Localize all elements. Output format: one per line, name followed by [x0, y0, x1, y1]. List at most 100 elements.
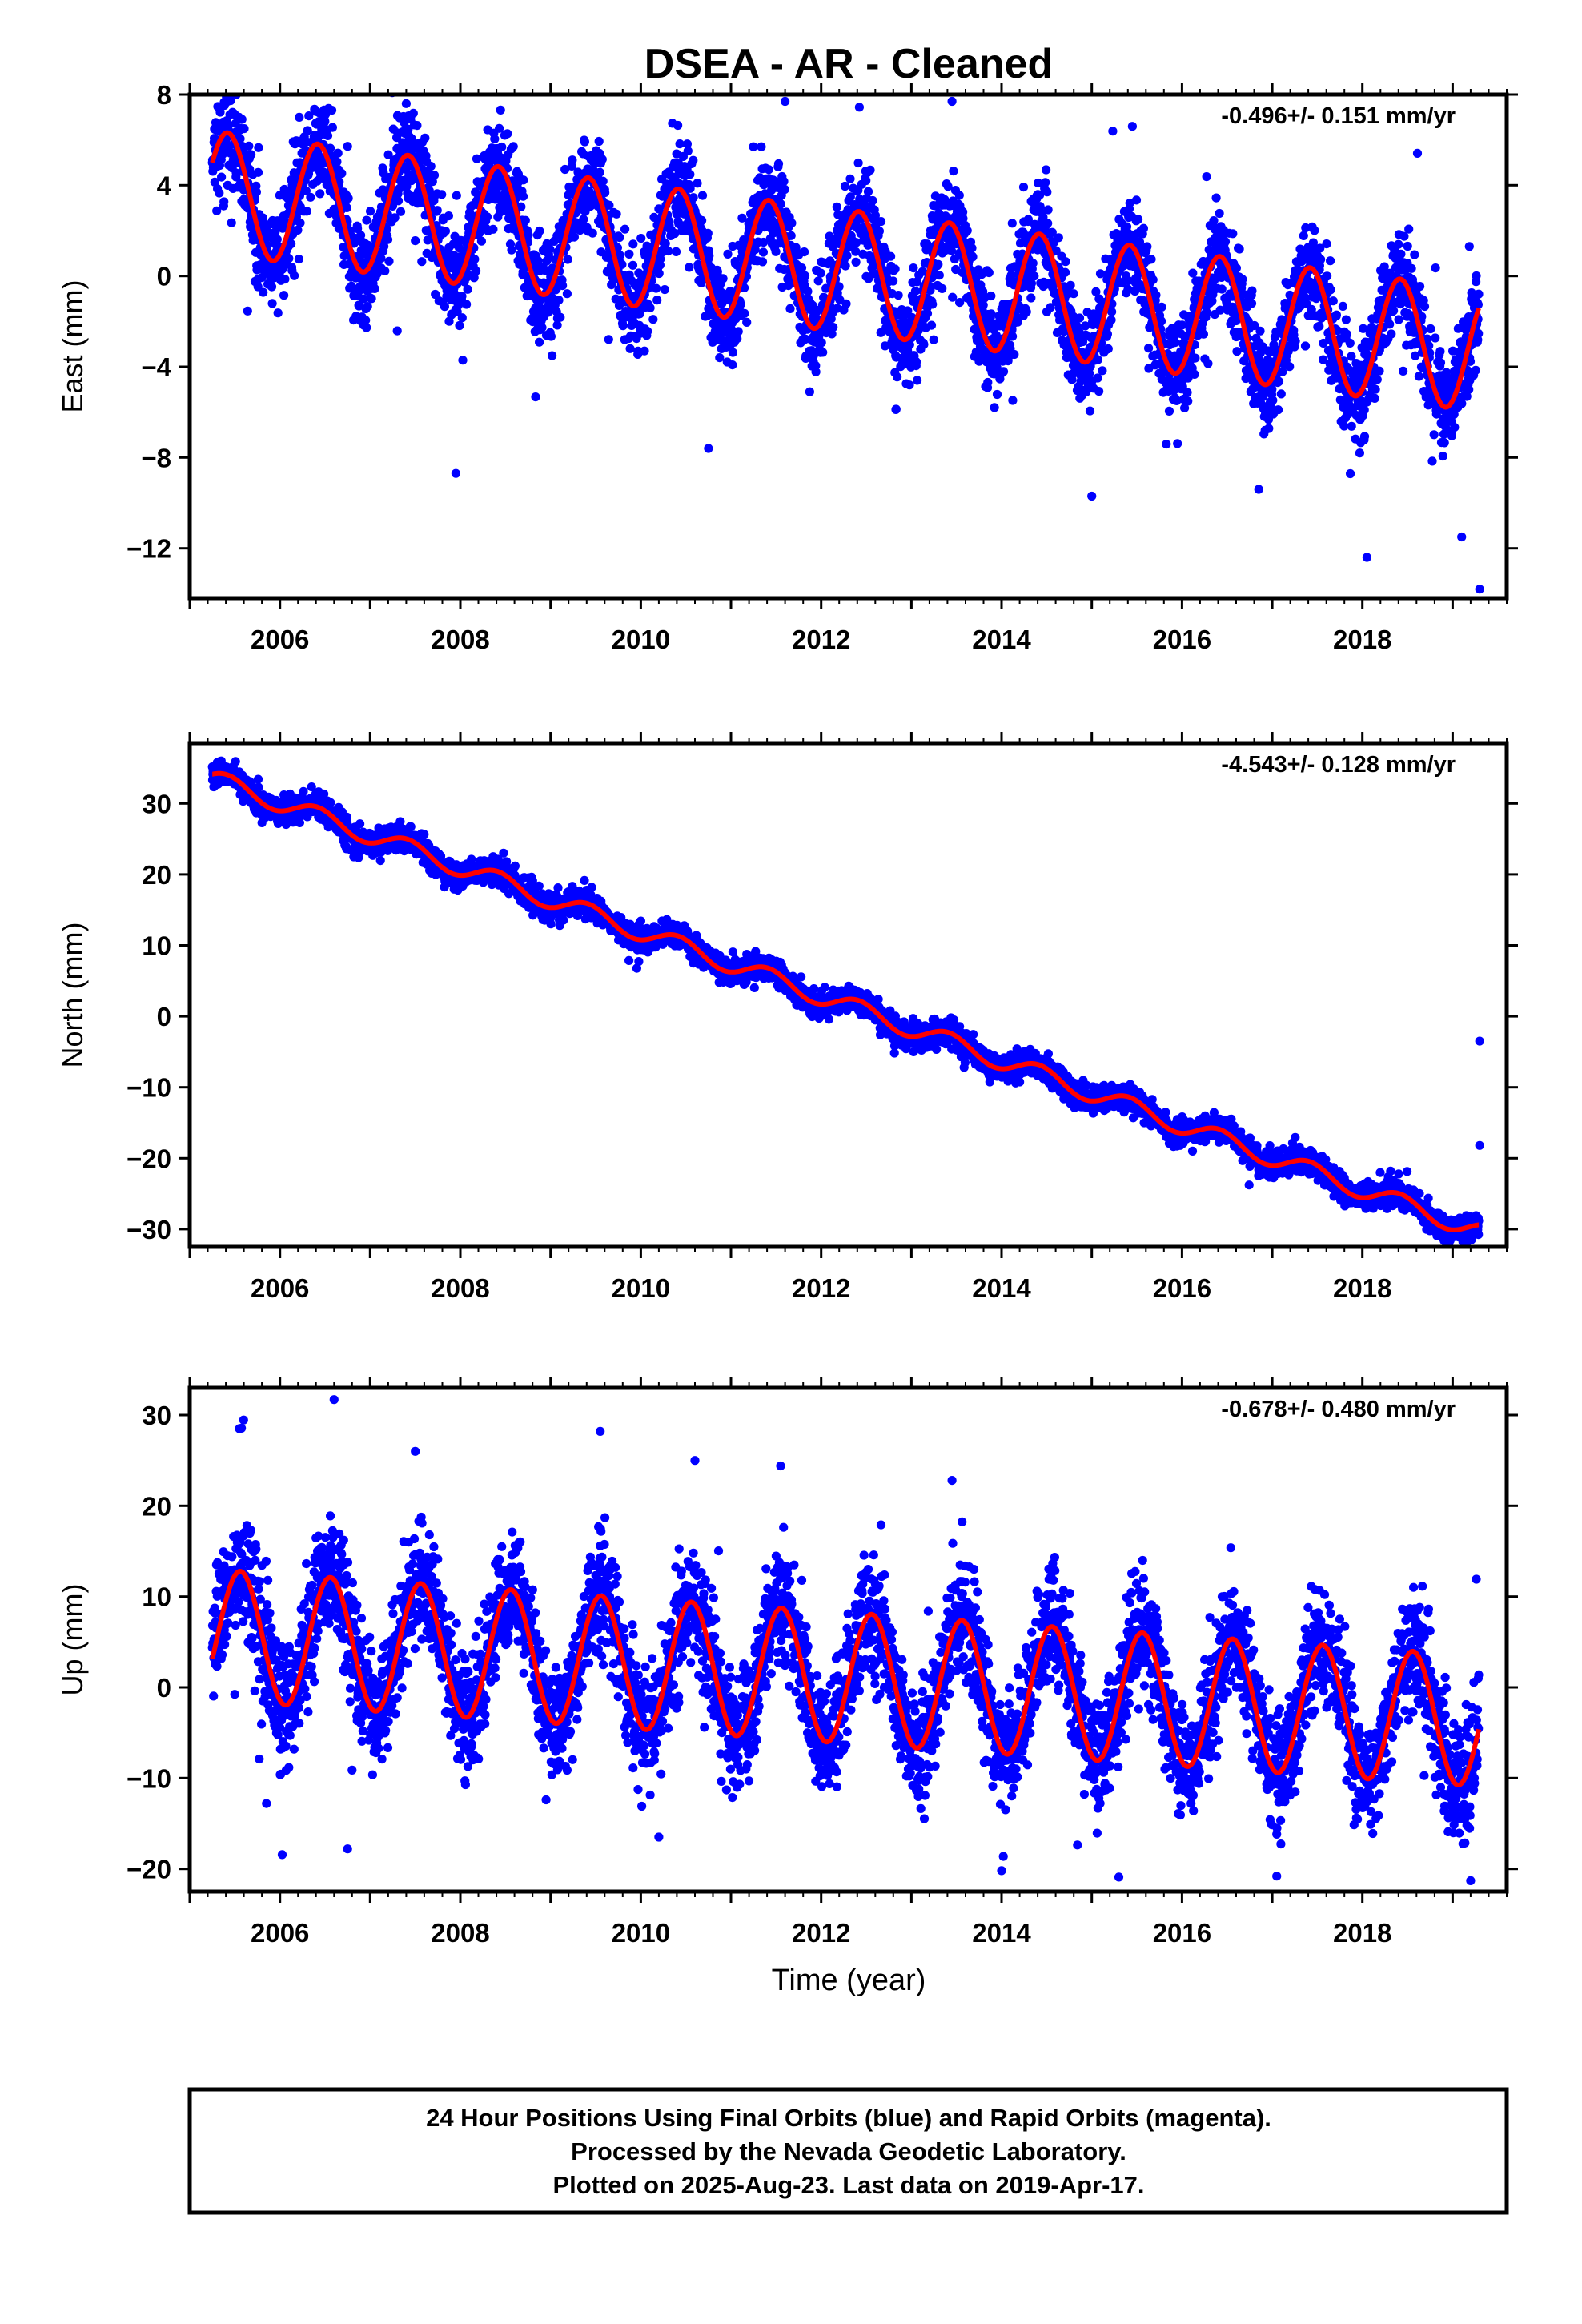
east-observation-point — [671, 247, 681, 256]
east-outlier-point — [1475, 585, 1484, 594]
east-y-tick-label: 4 — [157, 171, 172, 200]
east-observation-point — [1403, 241, 1412, 251]
east-y-axis-label: East (mm) — [56, 280, 89, 413]
east-observation-point — [1041, 178, 1050, 187]
east-observation-point — [689, 155, 698, 165]
east-observation-point — [1438, 452, 1447, 461]
east-observation-point — [733, 327, 743, 336]
east-observation-point — [475, 228, 484, 238]
east-observation-point — [383, 235, 393, 244]
east-observation-point — [497, 142, 507, 152]
east-observation-point — [320, 117, 330, 127]
east-observation-point — [962, 226, 972, 235]
east-observation-point — [1043, 219, 1053, 228]
east-observation-point — [440, 227, 451, 236]
east-observation-point — [723, 249, 733, 259]
east-observation-point — [359, 294, 368, 304]
east-observation-point — [301, 186, 311, 195]
east-outlier-point — [1457, 532, 1467, 542]
east-observation-point — [508, 142, 518, 151]
east-observation-point — [893, 372, 902, 382]
east-observation-point — [926, 320, 937, 330]
east-rate-annotation: -0.496+/- 0.151 mm/yr — [1221, 103, 1456, 129]
east-observation-point — [1427, 456, 1437, 466]
east-observation-point — [771, 247, 781, 256]
east-observation-point — [469, 273, 479, 283]
east-outlier-point — [1362, 553, 1371, 562]
east-observation-point — [537, 323, 547, 332]
east-observation-point — [840, 181, 850, 191]
east-observation-point — [813, 276, 823, 286]
east-observation-point — [912, 357, 921, 367]
east-observation-point — [396, 207, 406, 216]
east-observation-point — [1008, 396, 1018, 405]
east-observation-point — [929, 335, 938, 344]
east-observation-point — [636, 234, 646, 243]
east-observation-point — [519, 175, 528, 185]
east-observation-point — [1151, 290, 1161, 300]
east-observation-point — [1061, 257, 1070, 267]
east-observation-point — [1412, 148, 1423, 158]
east-observation-point — [652, 296, 662, 305]
east-observation-point — [1474, 328, 1484, 339]
east-observation-point — [1138, 223, 1148, 233]
east-observation-point — [558, 281, 568, 291]
east-observation-point — [598, 176, 608, 186]
east-observation-point — [462, 300, 472, 309]
east-observation-point — [705, 251, 714, 260]
east-observation-point — [718, 274, 728, 283]
east-observation-point — [928, 300, 938, 309]
east-observation-point — [1190, 369, 1199, 379]
east-observation-point — [496, 105, 505, 115]
east-observation-point — [612, 209, 621, 219]
east-observation-point — [1022, 307, 1031, 316]
east-observation-point — [1131, 195, 1142, 205]
east-observation-point — [1322, 239, 1331, 249]
east-observation-point — [390, 213, 400, 223]
east-observation-point — [984, 267, 994, 278]
east-observation-point — [1074, 313, 1085, 323]
east-observation-point — [1098, 366, 1107, 376]
east-observation-point — [323, 131, 333, 140]
east-observation-point — [354, 301, 363, 311]
east-observation-point — [440, 302, 450, 312]
east-observation-point — [1018, 183, 1029, 192]
east-observation-point — [620, 224, 630, 234]
east-observation-point — [343, 142, 352, 151]
east-observation-point — [393, 196, 404, 206]
east-observation-point — [773, 159, 784, 169]
east-y-tick-label: −12 — [126, 534, 171, 564]
east-observation-point — [1394, 239, 1403, 249]
east-observation-point — [986, 291, 996, 301]
east-observation-point — [531, 392, 540, 402]
east-observation-point — [215, 107, 225, 117]
east-observation-point — [333, 148, 343, 158]
east-observation-point — [1471, 365, 1480, 375]
east-observation-point — [1042, 187, 1052, 197]
east-observation-point — [785, 304, 795, 313]
east-observation-point — [1464, 384, 1474, 394]
east-observation-point — [854, 103, 864, 112]
east-observation-point — [628, 239, 638, 249]
east-observation-point — [1173, 439, 1182, 448]
east-observation-point — [693, 179, 702, 188]
east-observation-point — [1093, 355, 1102, 364]
east-y-tick-label: −4 — [141, 352, 171, 382]
east-observations — [207, 94, 1484, 594]
east-observation-point — [1473, 300, 1483, 309]
east-observation-point — [1148, 275, 1158, 284]
east-observation-point — [495, 123, 504, 133]
east-observation-point — [1331, 310, 1341, 320]
east-observation-point — [757, 142, 766, 151]
east-observation-point — [863, 187, 873, 196]
east-observation-point — [954, 191, 964, 200]
east-observation-point — [1157, 316, 1166, 326]
east-observation-point — [1142, 242, 1152, 251]
east-observation-point — [258, 213, 267, 223]
east-observation-point — [1247, 286, 1257, 296]
east-observation-point — [408, 108, 418, 118]
east-observation-point — [524, 230, 533, 240]
east-outlier-point — [1087, 491, 1097, 501]
east-observation-point — [482, 212, 492, 222]
east-observation-point — [356, 231, 366, 240]
